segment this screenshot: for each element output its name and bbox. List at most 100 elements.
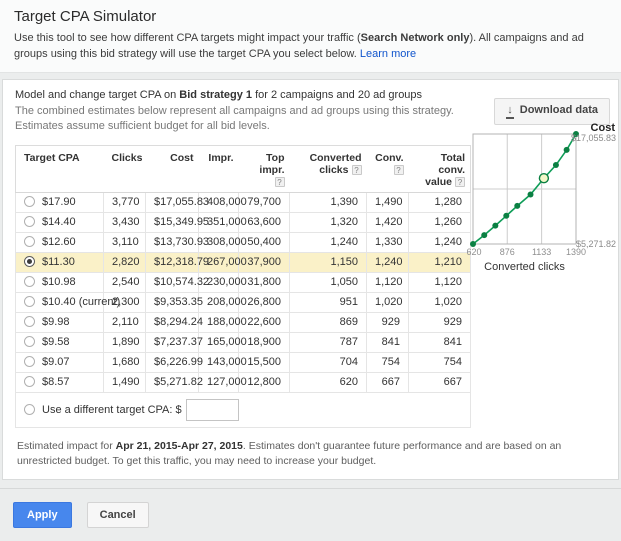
help-icon[interactable]: ? [351, 164, 362, 175]
cell-clicks: 1,680 [103, 351, 146, 373]
target-cpa-value: $12.60 [42, 236, 76, 249]
cpa-row-8-57[interactable]: $8.57 1,490 $5,271.82 127,000 12,800 620 667 66… [15, 371, 471, 393]
data-point[interactable] [527, 191, 534, 198]
download-icon: ↓ [506, 104, 514, 119]
cell-converted-clicks: 951 [289, 291, 367, 313]
cell-cost: $8,294.24 [145, 311, 203, 333]
cpa-row-9-98[interactable]: $9.98 2,110 $8,294.24 188,000 22,600 869 929 92… [15, 311, 471, 333]
data-point[interactable] [481, 231, 488, 238]
target-cpa-radio[interactable] [24, 336, 35, 348]
data-point[interactable] [470, 240, 476, 247]
help-icon[interactable]: ? [393, 164, 404, 175]
target-cpa-value: $10.98 [42, 276, 76, 289]
target-cpa-value: $9.98 [42, 316, 70, 329]
target-cpa-radio[interactable] [24, 216, 35, 228]
cell-converted-clicks: 1,240 [289, 231, 367, 253]
cpa-row-10-98[interactable]: $10.98 2,540 $10,574.32 230,000 31,800 1,050 1… [15, 271, 471, 293]
description-text-2: ). All campaigns and ad groups using thi… [14, 32, 584, 60]
target-cpa-cell: $8.57 [15, 371, 104, 393]
target-cpa-radio[interactable] [24, 236, 35, 248]
cell-conv: 1,330 [366, 231, 409, 253]
cell-converted-clicks: 1,150 [289, 251, 367, 273]
cell-impr: 165,000 [198, 331, 247, 353]
cell-total-conv-value: 1,240 [408, 231, 471, 253]
cell-cost: $13,730.93 [145, 231, 209, 253]
custom-cpa-radio[interactable] [24, 403, 35, 415]
cell-impr: 267,000 [198, 251, 247, 273]
target-cpa-radio[interactable] [24, 196, 35, 208]
y-max-label: $17,055.83 [571, 133, 616, 143]
cell-total-conv-value: 1,020 [408, 291, 471, 313]
target-cpa-radio[interactable] [24, 376, 35, 388]
cancel-button[interactable]: Cancel [86, 502, 149, 529]
cell-total-conv-value: 929 [408, 311, 471, 333]
target-cpa-value: $17.90 [42, 196, 76, 209]
cell-clicks: 3,110 [103, 231, 146, 253]
cell-clicks: 1,890 [103, 331, 146, 353]
column-header-top-impr: Top impr.? [238, 145, 290, 193]
cpa-row-12-60[interactable]: $12.60 3,110 $13,730.93 308,000 50,400 1,240 1… [15, 231, 471, 253]
column-label: Cost [170, 151, 194, 164]
page-header: Target CPA Simulator Use this tool to se… [0, 0, 621, 73]
cell-impr: 351,000 [198, 211, 247, 233]
cell-cost: $15,349.95 [145, 211, 209, 233]
target-cpa-radio[interactable] [24, 316, 35, 328]
custom-cpa-row[interactable]: Use a different target CPA: $ [15, 391, 471, 428]
custom-cpa-input[interactable] [185, 398, 239, 421]
cell-conv: 754 [366, 351, 409, 373]
cell-top-impr: 15,500 [238, 351, 290, 373]
column-header-conv: Conv.? [366, 145, 409, 193]
data-point[interactable] [503, 212, 510, 219]
help-icon[interactable]: ? [274, 176, 285, 187]
cell-top-impr: 12,800 [238, 371, 290, 393]
cell-impr: 127,000 [198, 371, 247, 393]
target-cpa-radio[interactable] [24, 356, 35, 368]
cpa-row-14-40[interactable]: $14.40 3,430 $15,349.95 351,000 63,600 1,320 1… [15, 211, 471, 233]
cell-conv: 1,020 [366, 291, 409, 313]
data-point[interactable] [573, 130, 579, 137]
plot-border [472, 133, 577, 245]
cell-conv: 1,490 [366, 191, 409, 213]
cell-converted-clicks: 704 [289, 351, 367, 373]
cell-total-conv-value: 667 [408, 371, 471, 393]
cell-impr: 208,000 [198, 291, 247, 313]
y-min-label: $5,271.82 [576, 239, 616, 249]
target-cpa-cell: $12.60 [15, 231, 104, 253]
cell-impr: 143,000 [198, 351, 247, 373]
cpa-row-11-30[interactable]: $11.30 2,820 $12,318.79 267,000 37,900 1,150 1… [15, 251, 471, 273]
column-header-converted-clicks: Converted clicks? [289, 145, 367, 193]
learn-more-link[interactable]: Learn more [359, 47, 417, 60]
data-point[interactable] [492, 222, 499, 229]
column-header-total-conv-value: Total conv. value? [408, 145, 471, 193]
target-cpa-value: $11.30 [42, 256, 75, 269]
target-cpa-cell: $9.07 [15, 351, 104, 373]
data-point[interactable] [563, 146, 570, 153]
data-point[interactable] [552, 161, 559, 168]
note-date-range: Apr 21, 2015-Apr 27, 2015 [115, 439, 243, 452]
data-point[interactable] [514, 202, 521, 209]
cell-total-conv-value: 1,210 [408, 251, 471, 273]
target-cpa-radio[interactable] [24, 256, 35, 268]
help-icon[interactable]: ? [455, 176, 465, 187]
apply-button[interactable]: Apply [13, 502, 72, 529]
download-data-button[interactable]: ↓ Download data [494, 97, 610, 125]
page-title: Target CPA Simulator [14, 8, 157, 25]
cell-clicks: 3,430 [103, 211, 146, 233]
cpa-row-10-40-current[interactable]: $10.40 (current) 2,300 $9,353.35 208,000 26,… [15, 291, 471, 313]
cell-cost: $5,271.82 [145, 371, 203, 393]
cpa-simulation-table: Target CPA Clicks Cost Impr. Top impr.? Conve… [15, 144, 471, 428]
cell-top-impr: 31,800 [238, 271, 290, 293]
target-cpa-radio[interactable] [24, 296, 35, 308]
cpa-row-9-58[interactable]: $9.58 1,890 $7,237.37 165,000 18,900 787 841 84… [15, 331, 471, 353]
target-cpa-value: $8.57 [42, 376, 70, 389]
cpa-row-17-90[interactable]: $17.90 3,770 $17,055.83 408,000 79,700 1,390 1… [15, 191, 471, 213]
cell-conv: 1,420 [366, 211, 409, 233]
model-heading-text-2: for 2 campaigns and 20 ad groups [252, 88, 423, 101]
target-cpa-value: $9.07 [42, 356, 70, 369]
cpa-row-9-07[interactable]: $9.07 1,680 $6,226.99 143,000 15,500 704 754 75… [15, 351, 471, 373]
note-text: Estimated impact for [17, 439, 116, 452]
target-cpa-cell: $17.90 [15, 191, 104, 213]
cell-cost: $17,055.83 [145, 191, 209, 213]
target-cpa-radio[interactable] [24, 276, 35, 288]
selected-data-point[interactable] [538, 172, 550, 184]
